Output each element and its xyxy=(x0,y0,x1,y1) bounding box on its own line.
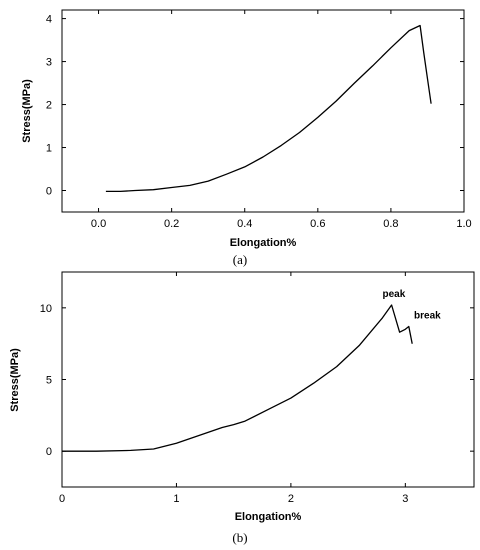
stress-curve-a xyxy=(105,24,432,193)
y-tick-labels-a: 0 1 2 3 4 xyxy=(46,14,52,198)
y-tick-label: 1 xyxy=(46,143,52,155)
y-tick-labels-b: 0 5 10 xyxy=(40,303,52,458)
y-tick-label: 4 xyxy=(46,14,52,26)
x-tick-label: 0.8 xyxy=(383,218,398,230)
x-tick-label: 0.2 xyxy=(164,218,179,230)
x-tick-labels-b: 0 1 2 3 xyxy=(59,493,408,505)
stress-curve-b xyxy=(62,304,413,452)
tick-marks-a xyxy=(62,10,465,212)
y-tick-label: 3 xyxy=(46,57,52,69)
annotation-peak: peak xyxy=(382,289,405,300)
x-tick-label: 0.6 xyxy=(310,218,325,230)
x-tick-label: 3 xyxy=(402,493,408,505)
x-axis-label-b: Elongation% xyxy=(235,511,302,523)
annotation-break: break xyxy=(414,310,441,321)
plot-frame-a xyxy=(61,9,465,213)
y-axis-label-b: Stress(MPa) xyxy=(9,348,21,412)
y-tick-label: 0 xyxy=(46,186,52,198)
x-tick-label: 2 xyxy=(288,493,294,505)
panel-caption-b: (b) xyxy=(232,530,247,545)
x-tick-label: 0.0 xyxy=(91,218,106,230)
chart-panel-b: 0 1 2 3 0 5 10 peak break Elongation% Stress(… xyxy=(9,271,475,545)
y-tick-label: 10 xyxy=(40,303,52,315)
panel-caption-a: (a) xyxy=(233,252,247,267)
y-tick-label: 0 xyxy=(46,446,52,458)
x-tick-label: 0.4 xyxy=(237,218,252,230)
x-tick-labels-a: 0.0 0.2 0.4 0.6 0.8 1.0 xyxy=(91,218,472,230)
y-axis-label-a: Stress(MPa) xyxy=(21,79,33,143)
plot-frame-b xyxy=(61,271,475,488)
tick-marks-b xyxy=(61,272,474,487)
x-tick-label: 1.0 xyxy=(456,218,471,230)
x-axis-label-a: Elongation% xyxy=(230,237,297,249)
chart-panel-a: 0.0 0.2 0.4 0.6 0.8 1.0 0 1 2 3 4 Elongation% Str… xyxy=(21,9,472,267)
x-tick-label: 0 xyxy=(59,493,65,505)
y-tick-label: 2 xyxy=(46,100,52,112)
x-tick-label: 1 xyxy=(173,493,179,505)
y-tick-label: 5 xyxy=(46,375,52,387)
